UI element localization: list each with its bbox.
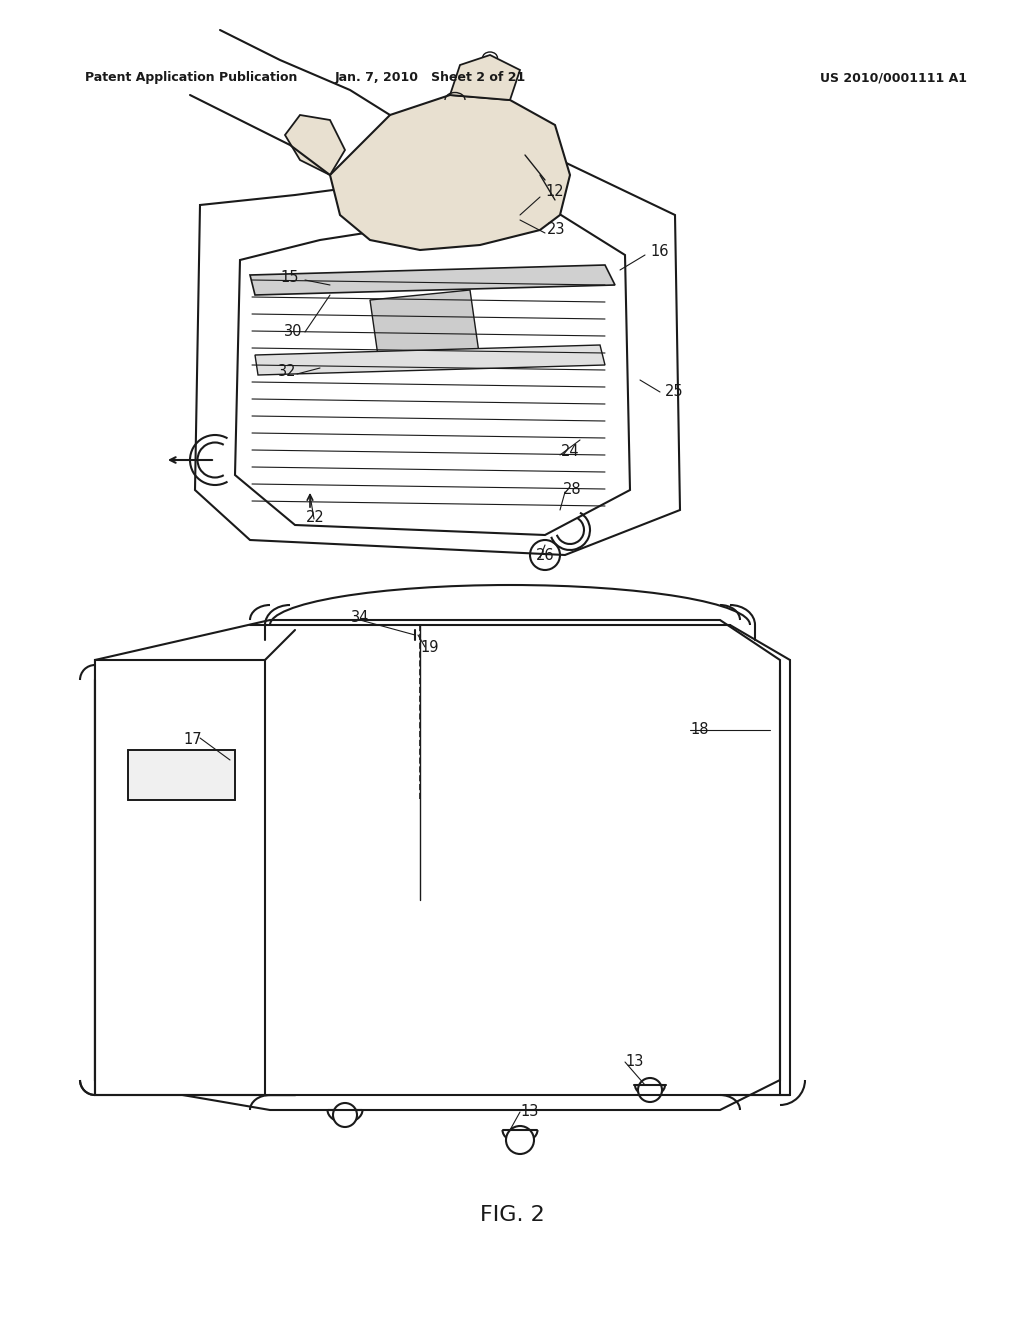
Text: 22: 22 xyxy=(305,511,325,525)
Text: 15: 15 xyxy=(281,271,299,285)
Polygon shape xyxy=(450,55,520,100)
Text: 12: 12 xyxy=(546,185,564,199)
Text: Jan. 7, 2010   Sheet 2 of 21: Jan. 7, 2010 Sheet 2 of 21 xyxy=(335,71,525,84)
Text: 25: 25 xyxy=(665,384,683,400)
Polygon shape xyxy=(95,660,265,1096)
Polygon shape xyxy=(370,290,480,370)
Text: US 2010/0001111 A1: US 2010/0001111 A1 xyxy=(820,71,967,84)
Text: 23: 23 xyxy=(547,223,565,238)
Polygon shape xyxy=(234,205,630,535)
Text: 16: 16 xyxy=(650,244,670,260)
Text: 24: 24 xyxy=(561,445,580,459)
Polygon shape xyxy=(330,95,570,249)
Text: 13: 13 xyxy=(521,1105,540,1119)
Circle shape xyxy=(506,1126,534,1154)
Polygon shape xyxy=(285,115,345,176)
Polygon shape xyxy=(95,620,780,1110)
Circle shape xyxy=(638,1078,662,1102)
Text: 26: 26 xyxy=(536,548,554,562)
Polygon shape xyxy=(195,160,680,554)
Text: 18: 18 xyxy=(691,722,710,738)
Text: 13: 13 xyxy=(626,1055,644,1069)
Text: 30: 30 xyxy=(284,325,302,339)
Polygon shape xyxy=(255,345,605,375)
Text: 28: 28 xyxy=(562,483,582,498)
Text: 34: 34 xyxy=(351,610,370,624)
Polygon shape xyxy=(128,750,234,800)
Polygon shape xyxy=(250,265,615,294)
Polygon shape xyxy=(130,755,234,795)
Circle shape xyxy=(333,1104,357,1127)
Text: Patent Application Publication: Patent Application Publication xyxy=(85,71,297,84)
Text: 17: 17 xyxy=(183,733,203,747)
Text: 32: 32 xyxy=(278,364,296,380)
Polygon shape xyxy=(95,680,270,1080)
Text: FIG. 2: FIG. 2 xyxy=(479,1205,545,1225)
Text: 19: 19 xyxy=(421,639,439,655)
